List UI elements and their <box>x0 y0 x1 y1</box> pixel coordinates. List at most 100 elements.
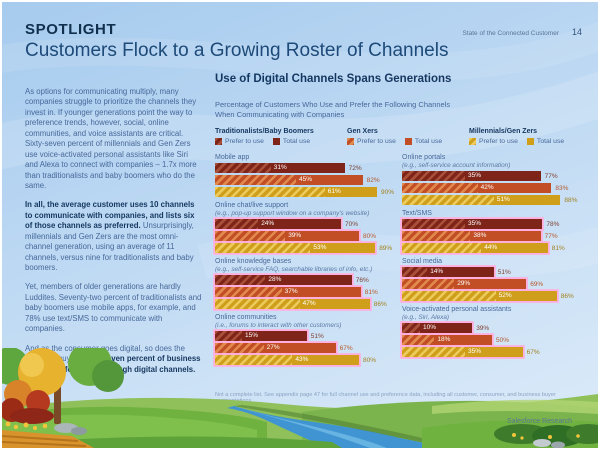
prefer-use-segment <box>402 183 478 193</box>
total-value-label: 67% <box>339 344 353 352</box>
total-value-label: 77% <box>544 172 558 180</box>
chart-group-label: Text/SMS <box>402 210 432 217</box>
bar-row: 51% 88% <box>402 195 598 205</box>
chart-group-label: Voice-activated personal assistants <box>402 306 512 313</box>
bar-row: 27% 67% <box>215 343 405 353</box>
prefer-value-label: 29% <box>457 280 471 287</box>
chart-group-label: Mobile app <box>215 154 250 161</box>
prefer-value-label: 38% <box>473 232 487 239</box>
total-value-label: 51% <box>497 268 511 276</box>
prefer-use-segment <box>402 291 496 301</box>
sidebar-text-segment: As options for communicating multiply, m… <box>25 87 197 190</box>
prefer-value-label: 35% <box>468 220 482 227</box>
prefer-value-label: 42% <box>480 184 494 191</box>
legend-label-prefer: Prefer to use <box>479 138 518 145</box>
total-use-bar: 51% <box>402 195 561 205</box>
sidebar-text: As options for communicating multiply, m… <box>25 87 203 384</box>
bar-row: 47% 86% <box>215 299 405 309</box>
total-value-label: 81% <box>551 244 565 252</box>
bar-row: 31% 72% <box>215 163 405 173</box>
legend-item-total: Total use <box>272 138 311 145</box>
legend-series-name: Traditionalists/Baby Boomers <box>215 128 314 135</box>
legend-series-name: Millennials/Gen Zers <box>469 128 538 135</box>
prefer-value-label: 53% <box>313 244 327 251</box>
bar-row: 24% 70% <box>215 219 405 229</box>
prefer-value-label: 35% <box>468 172 482 179</box>
prefer-use-segment <box>215 275 266 285</box>
prefer-use-segment <box>215 219 259 229</box>
total-value-label: 51% <box>310 332 324 340</box>
legend-label-total: Total use <box>536 138 565 145</box>
bar-row: 35% 67% <box>402 347 598 357</box>
sidebar-paragraph: In all, the average customer uses 10 cha… <box>25 200 203 273</box>
bar-row: 42% 83% <box>402 183 598 193</box>
legend-label-total: Total use <box>282 138 311 145</box>
total-value-label: 78% <box>546 220 560 228</box>
prefer-use-segment <box>215 355 293 365</box>
prefer-value-label: 61% <box>327 188 341 195</box>
prefer-use-segment <box>402 279 455 289</box>
prefer-value-label: 18% <box>437 336 451 343</box>
legend-item-prefer: Prefer to use <box>469 138 518 145</box>
chart-group: Online portals (e.g., self-service accoun… <box>402 154 598 205</box>
sidebar-paragraph: As options for communicating multiply, m… <box>25 87 203 191</box>
total-value-label: 80% <box>363 356 377 364</box>
bar-row: 44% 81% <box>402 243 598 253</box>
bar-row: 14% 51% <box>402 267 598 277</box>
prefer-use-segment <box>215 343 264 353</box>
header-right: State of the Connected Customer 14 <box>463 27 583 37</box>
prefer-value-label: 37% <box>284 288 298 295</box>
total-value-label: 88% <box>564 196 578 204</box>
total-value-label: 50% <box>496 336 510 344</box>
footer-brand: Salesforce Research <box>507 418 572 425</box>
bar-row: 29% 69% <box>402 279 598 289</box>
prefer-value-label: 15% <box>245 332 259 339</box>
total-value-label: 82% <box>366 176 380 184</box>
chart-group-sublabel: (e.g., Siri, Alexa) <box>402 314 449 321</box>
total-use-bar: 61% <box>215 187 377 197</box>
page-header: SPOTLIGHT Customers Flock to a Growing R… <box>25 21 448 62</box>
prefer-value-label: 39% <box>288 232 302 239</box>
prefer-use-segment <box>402 219 465 229</box>
chart-group-label: Online portals <box>402 154 446 161</box>
total-value-label: 89% <box>379 244 393 252</box>
legend-item-total: Total use <box>404 138 442 145</box>
legend-label-prefer: Prefer to use <box>357 138 396 145</box>
prefer-value-label: 24% <box>261 220 275 227</box>
prefer-value-label: 35% <box>468 348 482 355</box>
total-swatch-icon <box>272 138 280 145</box>
sidebar-text-segment: In all, the average customer uses 10 cha… <box>25 200 195 231</box>
prefer-use-segment <box>402 335 435 345</box>
sidebar-text-segment: Yet, members of older generations are ha… <box>25 282 202 334</box>
total-swatch-icon <box>404 138 412 145</box>
chart-group: Online knowledge bases (e.g., self-servic… <box>215 258 405 309</box>
total-use-bar: 42% <box>402 183 552 193</box>
chart-group-label: Social media <box>402 258 443 265</box>
total-value-label: 70% <box>345 220 359 228</box>
prefer-use-segment <box>402 171 465 181</box>
chart-group-sublabel: (e.g., self-service account information) <box>402 162 511 169</box>
chart-group-sublabel: (e.g., pop-up support window on a compan… <box>215 210 370 217</box>
prefer-value-label: 47% <box>302 300 316 307</box>
total-use-bar: 28% <box>215 275 352 285</box>
chart-group-label: Online knowledge bases <box>215 258 292 265</box>
prefer-value-label: 10% <box>423 324 437 331</box>
total-value-label: 76% <box>355 276 369 284</box>
bar-row: 45% 82% <box>215 175 405 185</box>
bar-row: 38% 77% <box>402 231 598 241</box>
chart-group: Online communities (i.e., forums to inter… <box>215 314 405 365</box>
prefer-use-segment <box>402 243 482 253</box>
prefer-use-segment <box>402 231 471 241</box>
prefer-use-segment <box>215 187 325 197</box>
prefer-value-label: 31% <box>273 164 287 171</box>
bar-row: 28% 76% <box>215 275 405 285</box>
total-value-label: 86% <box>560 292 574 300</box>
total-use-bar: 31% <box>215 163 345 173</box>
chart-column-left: Mobile app 31% 72% 45% 82% 61% 90% Online chat/… <box>215 154 405 370</box>
chart-group: Mobile app 31% 72% 45% 82% 61% 90% <box>215 154 405 197</box>
bar-row: 35% 77% <box>402 171 598 181</box>
bar-row: 10% 39% <box>402 323 598 333</box>
chart-group: Voice-activated personal assistants (e.g.… <box>402 306 598 357</box>
chart-group-label: Online communities <box>215 314 277 321</box>
